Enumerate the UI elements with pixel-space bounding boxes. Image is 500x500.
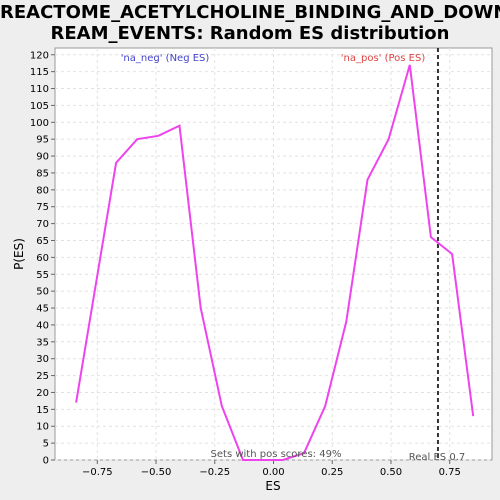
chart-title-line-2: REAM_EVENTS: Random ES distribution	[50, 23, 450, 44]
y-tick-label: 25	[36, 371, 49, 382]
x-tick-label: 0.25	[321, 467, 343, 478]
chart-title-line-1: REACTOME_ACETYLCHOLINE_BINDING_AND_DOWNS…	[0, 2, 500, 23]
y-tick-label: 95	[36, 135, 49, 146]
sets-pos-scores-annotation: Sets with pos scores: 49%	[211, 449, 342, 460]
grid-lines	[55, 48, 492, 461]
x-tick-label: −0.50	[141, 467, 172, 478]
x-tick-label: −0.75	[82, 467, 113, 478]
y-tick-label: 30	[36, 354, 49, 365]
x-axis-label: ES	[265, 479, 280, 493]
y-tick-label: 40	[36, 320, 49, 331]
pos-es-annotation: 'na_pos' (Pos ES)	[341, 53, 426, 64]
y-tick-label: 110	[30, 84, 49, 95]
y-tick-label: 65	[36, 236, 49, 247]
y-tick-label: 105	[30, 101, 49, 112]
y-tick-label: 10	[36, 422, 49, 433]
y-tick-label: 15	[36, 405, 49, 416]
neg-es-annotation: 'na_neg' (Neg ES)	[121, 53, 210, 64]
y-tick-label: 50	[36, 287, 49, 298]
y-tick-label: 70	[36, 219, 49, 230]
x-tick-label: 0.75	[439, 467, 461, 478]
y-tick-label: 5	[43, 439, 49, 450]
x-tick-label: 0.00	[262, 467, 284, 478]
y-tick-label: 45	[36, 304, 49, 315]
x-tick-label: −0.25	[199, 467, 230, 478]
series-line	[75, 64, 475, 461]
y-tick-label: 80	[36, 185, 49, 196]
y-tick-label: 75	[36, 202, 49, 213]
y-tick-label: 0	[43, 456, 49, 467]
y-axis-label: P(ES)	[12, 238, 26, 270]
y-tick-label: 55	[36, 270, 49, 281]
y-tick-label: 115	[30, 67, 49, 78]
y-tick-label: 100	[30, 118, 49, 129]
x-axis-ticks: −0.75 −0.50 −0.25 0.00 0.25 0.50 0.75	[82, 460, 461, 478]
x-tick-label: 0.50	[380, 467, 402, 478]
y-tick-label: 120	[30, 50, 49, 61]
y-tick-label: 85	[36, 168, 49, 179]
y-tick-label: 20	[36, 388, 49, 399]
real-es-label: Real ES 0.7	[409, 452, 465, 463]
y-axis-ticks: 0 5 10 15 20 25 30 35 40 45 50 55 60 65 70 75 80 85 90 95 10…	[30, 50, 55, 467]
y-tick-label: 60	[36, 253, 49, 264]
y-tick-label: 35	[36, 337, 49, 348]
y-tick-label: 90	[36, 152, 49, 163]
